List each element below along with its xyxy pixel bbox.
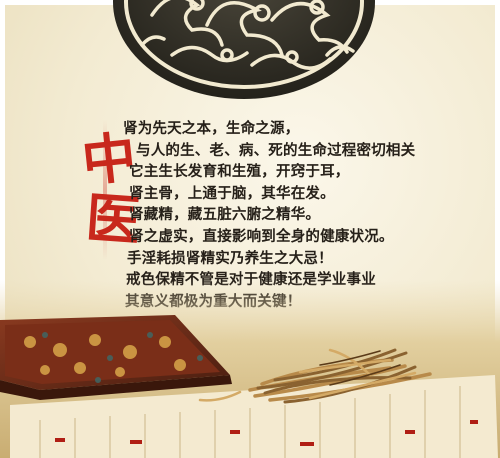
poem-line: 肾为先天之本，生命之源， [123, 120, 300, 137]
poem-line: 肾主骨，上通于脑，其华在发。 [129, 184, 335, 202]
decorated-box-icon [0, 315, 232, 400]
cloud-ornament-icon [113, 0, 375, 99]
poem-line: 肾之虚实，直接影响到全身的健康状况。 [129, 227, 394, 245]
poem-line: 手淫耗损肾精实乃养生之大忌！ [127, 249, 333, 267]
herb-roots-icon [198, 348, 432, 404]
poem-line: 肾藏精，藏五脏六腑之精华。 [129, 206, 321, 224]
scroll-paper-icon [10, 375, 498, 458]
poem-line: 与人的生、老、病、死的生命过程密切相关 [136, 141, 416, 159]
brush-stroke-decoration [103, 120, 107, 260]
poem-line: 它主生长发育和生殖，开窍于耳， [129, 163, 350, 181]
herb-still-life [0, 280, 500, 458]
